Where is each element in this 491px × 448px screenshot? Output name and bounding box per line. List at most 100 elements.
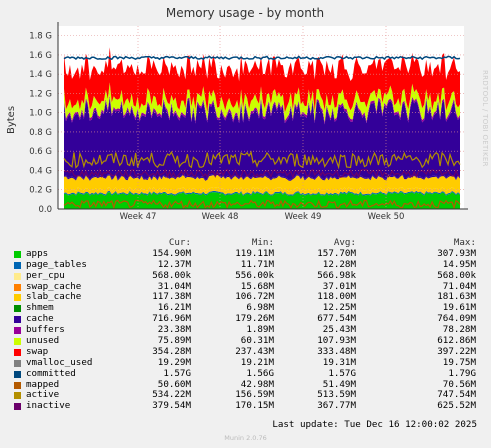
header-min: Min:: [251, 237, 274, 248]
header-cur: Cur:: [168, 237, 191, 248]
legend-cur: 716.96M: [152, 313, 191, 325]
legend-row-mapped: mapped 50.60M 42.98M 51.49M 70.56M: [14, 378, 484, 391]
x-tick-label: Week 49: [285, 212, 322, 222]
legend-avg: 333.48M: [317, 345, 356, 357]
area-slab_cache: [64, 174, 460, 192]
legend-max: 19.75M: [442, 356, 476, 368]
y-tick-label: 0.6 G: [29, 147, 52, 157]
legend-swatch: [14, 305, 21, 313]
legend-min: 156.59M: [235, 389, 274, 401]
y-tick-label: 0.0: [38, 205, 52, 215]
legend-row-swap_cache: swap_cache 31.04M 15.68M 37.01M 71.04M: [14, 280, 484, 293]
legend-swatch: [14, 348, 21, 356]
legend-min: 119.11M: [235, 247, 274, 259]
legend-swatch: [14, 392, 21, 400]
legend-avg: 157.70M: [317, 247, 356, 259]
last-update: Last update: Tue Dec 16 12:00:02 2025: [272, 419, 477, 430]
legend-name: committed: [26, 367, 76, 379]
y-tick-label: 1.0 G: [29, 109, 52, 119]
legend-name: vmalloc_used: [26, 356, 93, 368]
legend-name: mapped: [26, 378, 60, 390]
legend-max: 181.63M: [437, 291, 476, 303]
legend-min: 60.31M: [240, 335, 274, 347]
legend-max: 307.93M: [437, 247, 476, 259]
legend-row-unused: unused 75.89M 60.31M 107.93M 612.86M: [14, 335, 484, 347]
legend-max: 70.56M: [442, 378, 476, 390]
legend-min: 1.89M: [246, 324, 274, 336]
legend-row-slab_cache: slab_cache 117.38M 106.72M 118.00M 181.63M: [14, 292, 484, 303]
legend-swatch: [14, 316, 21, 324]
y-tick-label: 1.6 G: [29, 51, 52, 61]
legend-avg: 677.54M: [317, 313, 356, 325]
x-tick-label: Week 47: [120, 212, 157, 222]
legend-swatch: [14, 338, 21, 346]
area-buffers: [64, 95, 460, 125]
legend-header: Cur: Min: Avg: Max:: [14, 237, 484, 249]
legend-cur: 23.38M: [157, 324, 191, 336]
legend-cur: 19.29M: [157, 356, 191, 368]
legend-max: 764.09M: [437, 313, 476, 325]
legend-min: 106.72M: [235, 291, 274, 303]
legend-max: 71.04M: [442, 280, 476, 292]
legend-cur: 379.54M: [152, 400, 191, 412]
legend-max: 19.61M: [442, 302, 476, 314]
y-tick-label: 1.2 G: [29, 89, 52, 99]
legend-avg: 19.31M: [322, 356, 356, 368]
legend-min: 6.98M: [246, 302, 274, 314]
legend-avg: 513.59M: [317, 389, 356, 401]
legend-swatch: [14, 250, 21, 258]
legend-name: buffers: [26, 324, 65, 336]
y-axis-label: Bytes: [6, 106, 17, 134]
legend-row-swap: swap 354.28M 237.43M 333.48M 397.22M: [14, 345, 484, 358]
legend-avg: 118.00M: [317, 291, 356, 303]
legend-avg: 367.77M: [317, 400, 356, 412]
area-unused: [64, 82, 460, 122]
legend-avg: 566.98k: [317, 269, 356, 281]
legend-name: swap: [26, 345, 49, 357]
area-page_tables: [64, 190, 460, 196]
munin-version: Munin 2.0.76: [224, 434, 267, 442]
line-inactive: [63, 167, 461, 180]
line-mapped: [63, 199, 461, 210]
legend-max: 568.00k: [437, 269, 476, 281]
legend-avg: 1.57G: [328, 367, 356, 379]
legend-max: 612.86M: [437, 335, 476, 347]
legend-table: Cur: Min: Avg: Max: apps 154.90M 119.11M 15…: [14, 237, 484, 412]
legend-row-page_tables: page_tables 12.37M 11.71M 12.28M 14.95M: [14, 258, 484, 271]
legend-name: page_tables: [26, 258, 87, 270]
legend-cur: 534.22M: [152, 389, 191, 401]
legend-swatch: [14, 283, 21, 291]
legend-row-vmalloc_used: vmalloc_used 19.29M 19.21M 19.31M 19.75M: [14, 356, 484, 369]
chart-title: Memory usage - by month: [166, 6, 324, 20]
legend-swatch: [14, 327, 21, 335]
legend-row-buffers: buffers 23.38M 1.89M 25.43M 78.28M: [14, 324, 484, 336]
legend-row-committed: committed 1.57G 1.56G 1.57G 1.79G: [14, 367, 484, 380]
legend-name: per_cpu: [26, 269, 65, 281]
legend-row-apps: apps 154.90M 119.11M 157.70M 307.93M: [14, 247, 484, 260]
legend-avg: 107.93M: [317, 335, 356, 347]
legend-cur: 16.21M: [157, 302, 191, 314]
legend-min: 11.71M: [240, 258, 274, 270]
legend-name: apps: [26, 247, 49, 259]
legend-min: 556.00k: [235, 269, 274, 281]
legend-row-per_cpu: per_cpu 568.00k 556.00k 566.98k 568.00k: [14, 269, 484, 282]
legend-cur: 31.04M: [157, 280, 191, 292]
legend-max: 625.52M: [437, 400, 476, 412]
x-tick-label: Week 50: [368, 212, 405, 222]
area-shmem: [64, 173, 460, 181]
legend-max: 397.22M: [437, 345, 476, 357]
legend-avg: 12.25M: [322, 302, 356, 314]
legend-cur: 50.60M: [157, 378, 191, 390]
legend-max: 78.28M: [442, 324, 476, 336]
legend-cur: 12.37M: [157, 258, 191, 270]
line-committed: [63, 55, 461, 61]
area-swap_cache: [64, 186, 460, 195]
y-tick-label: 1.8 G: [29, 32, 52, 42]
line-active: [63, 150, 461, 170]
legend-name: slab_cache: [26, 291, 82, 303]
legend-avg: 51.49M: [322, 378, 356, 390]
y-tick-label: 0.8 G: [29, 128, 52, 138]
legend-avg: 37.01M: [322, 280, 356, 292]
y-tick-label: 0.2 G: [29, 186, 52, 196]
legend-cur: 75.89M: [157, 335, 191, 347]
